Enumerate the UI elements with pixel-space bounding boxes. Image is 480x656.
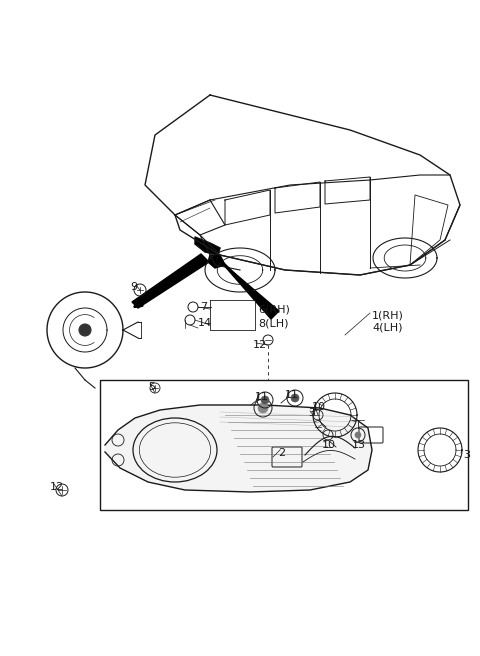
Circle shape — [291, 394, 299, 402]
Text: 2: 2 — [278, 448, 285, 458]
Circle shape — [261, 396, 269, 404]
Polygon shape — [208, 255, 225, 268]
Text: 11: 11 — [285, 390, 299, 400]
Circle shape — [79, 324, 91, 336]
Text: 10: 10 — [312, 402, 326, 412]
Text: 1(RH): 1(RH) — [372, 310, 404, 320]
Circle shape — [355, 432, 361, 438]
Text: 5: 5 — [148, 382, 155, 392]
Text: 8(LH): 8(LH) — [258, 318, 288, 328]
Text: 12: 12 — [253, 340, 267, 350]
Text: 10: 10 — [322, 440, 336, 450]
Text: 14: 14 — [198, 318, 212, 328]
Text: 12: 12 — [50, 482, 64, 492]
Text: 9: 9 — [130, 282, 137, 292]
Text: 13: 13 — [352, 440, 366, 450]
Text: 11: 11 — [255, 392, 269, 402]
Text: 4(LH): 4(LH) — [372, 322, 403, 332]
Circle shape — [258, 403, 268, 413]
Text: 3: 3 — [463, 450, 470, 460]
Text: 6(RH): 6(RH) — [258, 304, 290, 314]
Text: 3: 3 — [308, 408, 315, 418]
Polygon shape — [215, 255, 279, 319]
Polygon shape — [195, 237, 220, 255]
Polygon shape — [105, 405, 372, 492]
Text: 7: 7 — [200, 302, 207, 312]
Bar — [100, 380, 468, 510]
Polygon shape — [132, 254, 209, 308]
